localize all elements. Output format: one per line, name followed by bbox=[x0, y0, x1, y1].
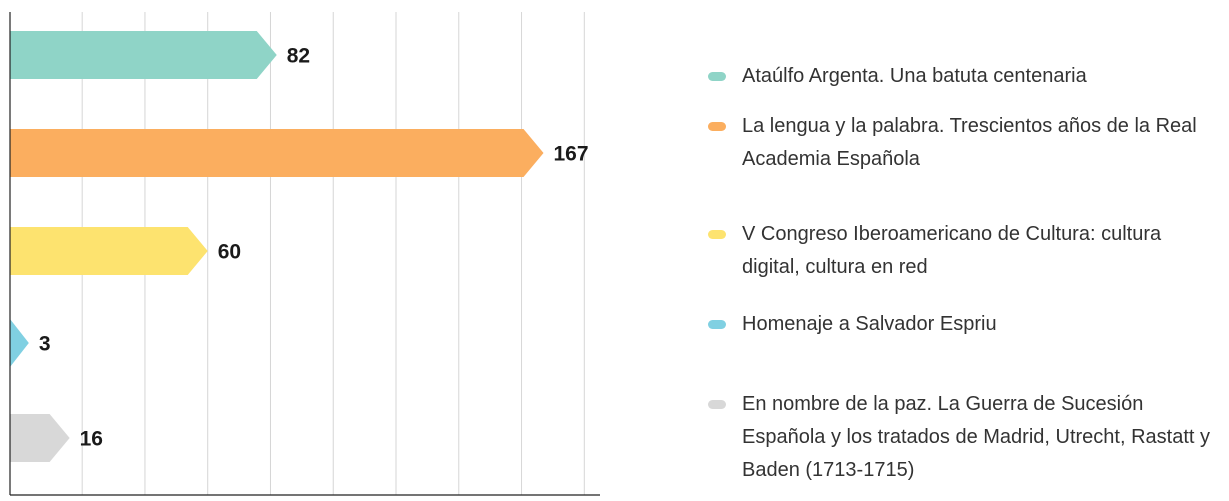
legend-label: V Congreso Iberoamericano de Cultura: cu… bbox=[742, 223, 1162, 278]
legend-label: La lengua y la palabra. Trescientos años… bbox=[742, 115, 1197, 170]
value-label: 167 bbox=[554, 143, 589, 166]
legend-item: La lengua y la palabra. Trescientos años… bbox=[708, 110, 1223, 176]
bar bbox=[10, 31, 277, 79]
legend-swatch bbox=[708, 122, 726, 131]
legend-swatch bbox=[708, 400, 726, 409]
legend-label: En nombre de la paz. La Guerra de Sucesi… bbox=[742, 393, 1210, 481]
legend-swatch bbox=[708, 230, 726, 239]
legend-label: Ataúlfo Argenta. Una batuta centenaria bbox=[742, 65, 1087, 87]
bar bbox=[10, 227, 208, 275]
legend-item: Homenaje a Salvador Espriu bbox=[708, 308, 1223, 341]
value-label: 3 bbox=[39, 333, 51, 356]
legend-swatch bbox=[708, 72, 726, 81]
legend-item: En nombre de la paz. La Guerra de Sucesi… bbox=[708, 388, 1223, 487]
legend-label: Homenaje a Salvador Espriu bbox=[742, 313, 997, 335]
bar bbox=[10, 414, 70, 462]
value-label: 16 bbox=[80, 428, 103, 451]
legend-swatch bbox=[708, 320, 726, 329]
legend-item: V Congreso Iberoamericano de Cultura: cu… bbox=[708, 218, 1223, 284]
legend-item: Ataúlfo Argenta. Una batuta centenaria bbox=[708, 60, 1223, 93]
bar bbox=[10, 319, 29, 367]
value-label: 82 bbox=[287, 45, 310, 68]
value-label: 60 bbox=[218, 241, 241, 264]
bar bbox=[10, 129, 544, 177]
